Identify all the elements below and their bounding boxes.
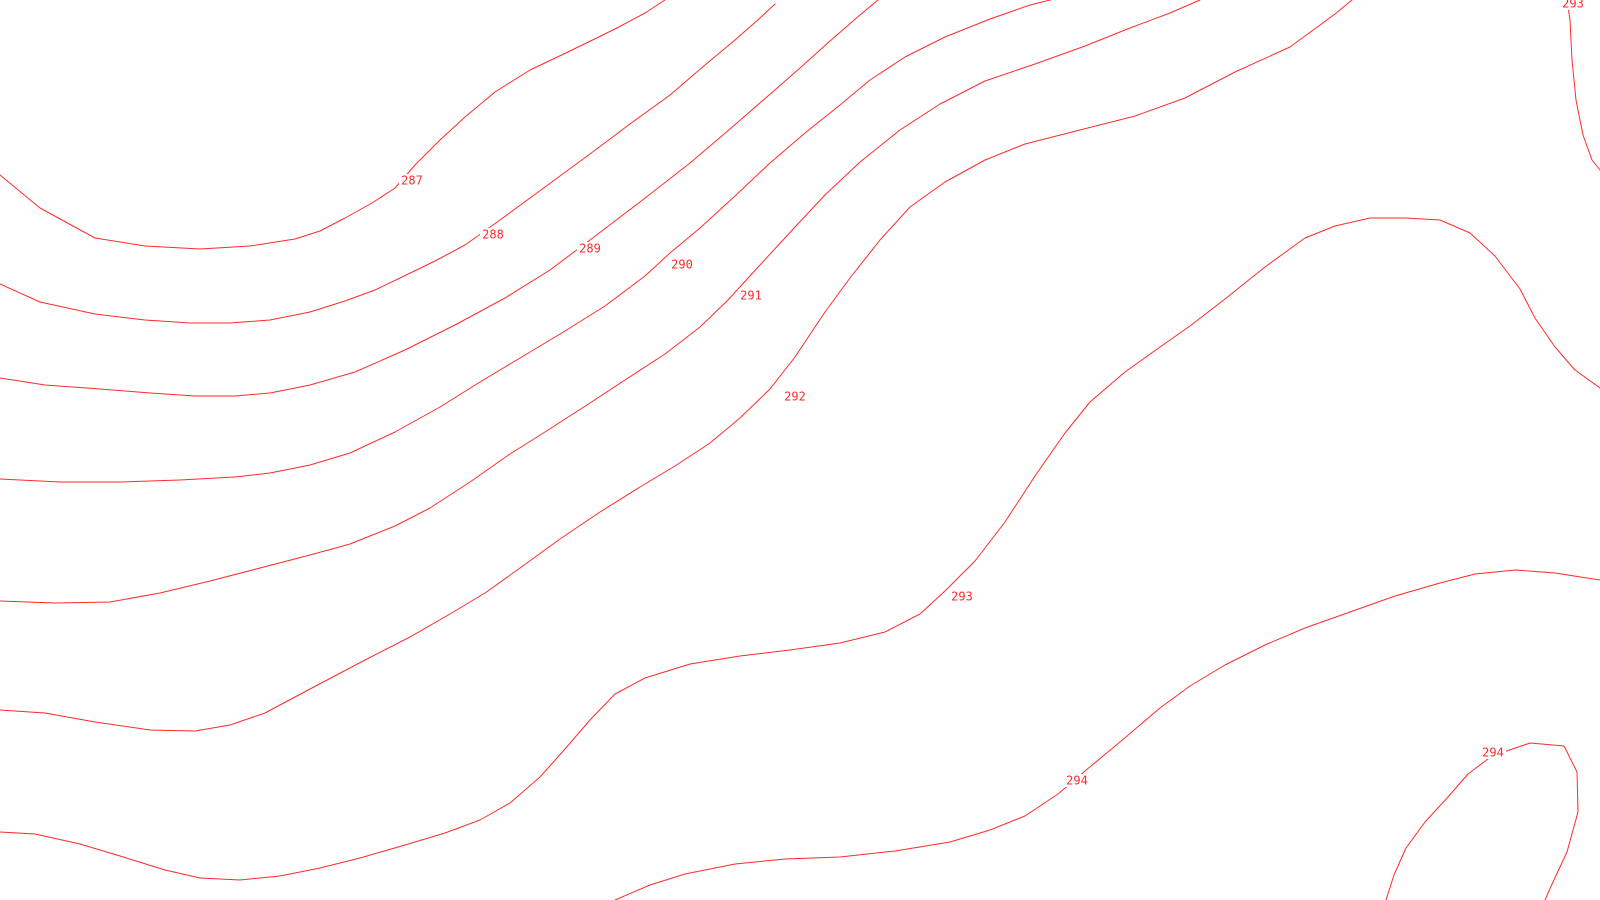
contour-label-294: 294 (1066, 774, 1088, 788)
contour-line-293 (0, 217, 1600, 881)
label-mask-292 (782, 390, 808, 403)
label-mask-290 (669, 258, 695, 271)
contour-line-293-corner (1566, 0, 1600, 171)
label-mask-288 (480, 228, 506, 241)
contour-label-290: 290 (671, 258, 693, 272)
label-mask-293 (949, 590, 975, 603)
contour-label-288: 288 (482, 228, 504, 242)
contour-label-293: 293 (951, 590, 973, 604)
label-mask-287 (399, 174, 425, 187)
contour-line-288 (0, 3, 776, 324)
contour-label-287: 287 (401, 174, 423, 188)
contour-label-294-loop: 294 (1482, 746, 1504, 760)
contour-label-292: 292 (784, 390, 806, 404)
contour-label-291: 291 (740, 289, 762, 303)
label-mask-293-corner (1560, 0, 1586, 10)
contour-line-291 (0, 0, 1201, 604)
label-mask-289 (577, 242, 603, 255)
label-mask-294-loop (1480, 746, 1506, 759)
contour-line-289 (0, 0, 879, 397)
label-mask-291 (738, 289, 764, 302)
contour-line-292 (0, 0, 1353, 732)
label-mask-294 (1064, 774, 1090, 787)
contour-label-289: 289 (579, 242, 601, 256)
contour-labels: 287 288 289 290 291 292 293 293 294 294 (399, 0, 1586, 788)
contour-line-294 (614, 569, 1600, 900)
contour-label-293-corner: 293 (1562, 0, 1584, 11)
contour-line-287 (0, 0, 666, 250)
contour-line-290 (0, 0, 1051, 483)
contour-line-294-loop (1385, 742, 1579, 900)
